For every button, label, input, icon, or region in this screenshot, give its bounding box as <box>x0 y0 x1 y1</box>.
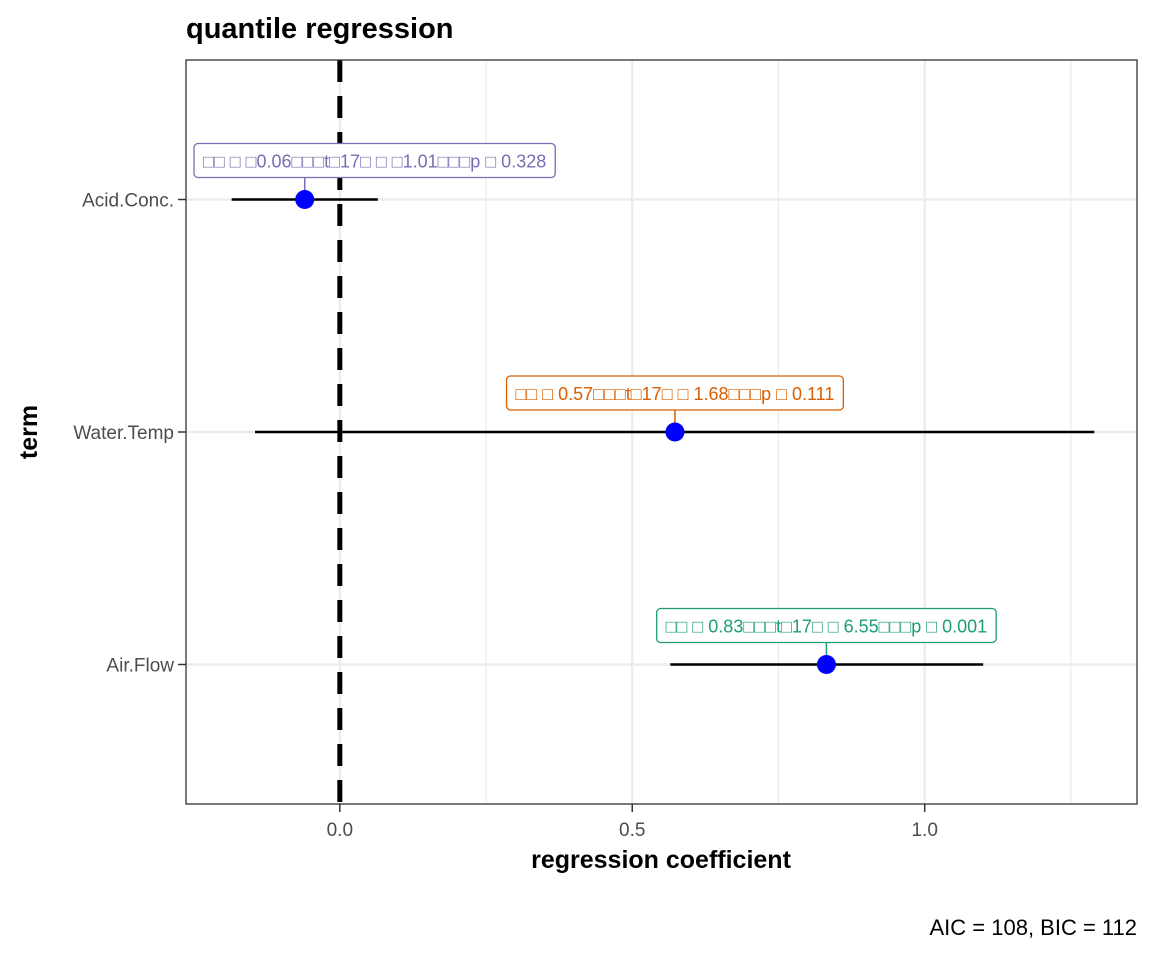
chart-title: quantile regression <box>186 13 454 45</box>
caption: AIC = 108, BIC = 112 <box>930 915 1138 940</box>
estimate-label-text: □□ □ 0.83□□□t□17□ □ 6.55□□□p □ 0.001 <box>666 617 988 637</box>
estimate-label-text: □□ □ 0.57□□□t□17□ □ 1.68□□□p □ 0.111 <box>516 384 835 404</box>
plot-marks: □□ □ □0.06□□□t□17□ □ □1.01□□□p □ 0.328 □□… <box>193 142 1095 674</box>
y-tick-label: Acid.Conc. <box>82 191 174 212</box>
x-axis-title: regression coefficient <box>531 846 791 874</box>
y-axis-title: term <box>15 405 43 459</box>
estimate-point <box>816 655 836 674</box>
label-box <box>193 142 556 179</box>
estimate-label: □□ □ 0.57□□□t□17□ □ 1.68□□□p □ 0.111 <box>505 375 845 432</box>
x-tick-label: 1.0 <box>911 820 937 841</box>
estimate-point <box>665 422 685 442</box>
y-axis: Acid.Conc. Water.Temp Air.Flow <box>73 191 186 677</box>
estimate-point <box>295 190 315 209</box>
y-tick-label: Water.Temp <box>73 423 174 444</box>
estimate-label-text: □□ □ □0.06□□□t□17□ □ □1.01□□□p □ 0.328 <box>203 152 546 172</box>
x-axis: 0.0 0.5 1.0 <box>327 804 938 841</box>
estimate-label: □□ □ □0.06□□□t□17□ □ □1.01□□□p □ 0.328 <box>193 142 556 200</box>
x-tick-label: 0.0 <box>327 820 353 841</box>
y-tick-label: Air.Flow <box>106 656 174 677</box>
estimate-label: □□ □ 0.83□□□t□17□ □ 6.55□□□p □ 0.001 <box>656 607 997 665</box>
x-tick-label: 0.5 <box>619 820 645 841</box>
